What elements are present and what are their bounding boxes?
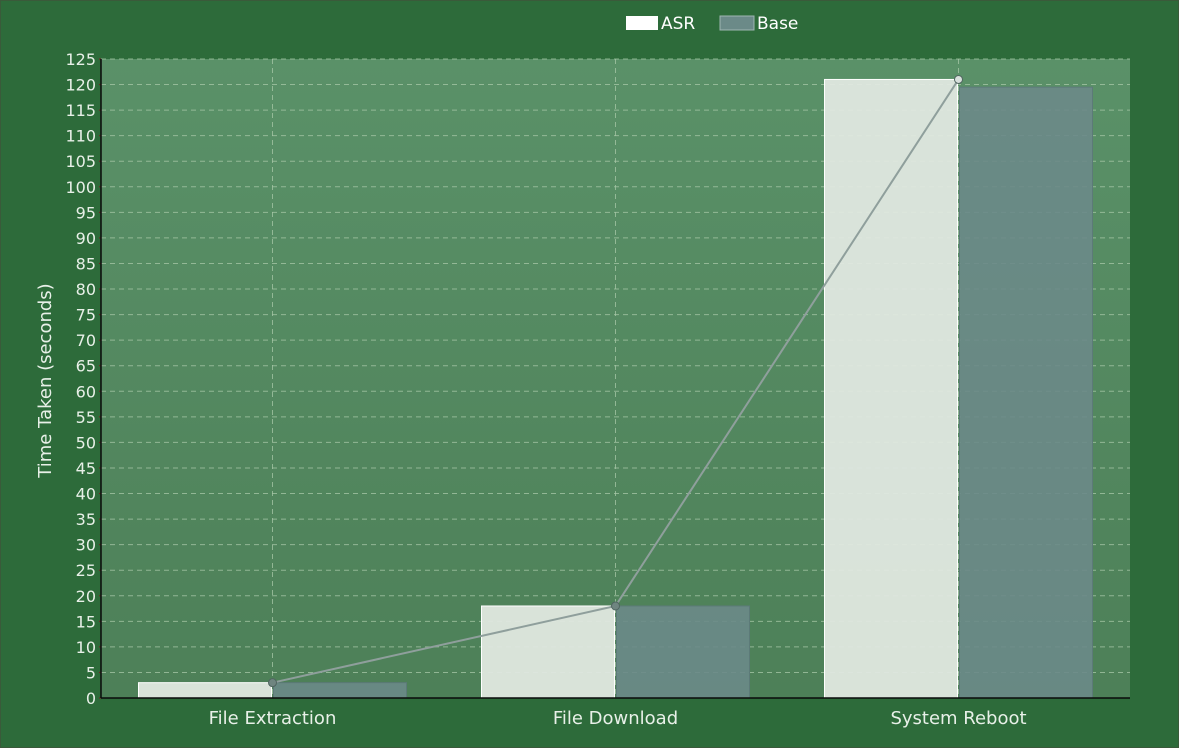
bar-base-2: [616, 605, 750, 699]
bar-base-1: [273, 682, 407, 699]
y-tick-label: 0: [86, 689, 96, 708]
y-tick-label: 80: [76, 280, 96, 299]
grid-lines: [101, 58, 1130, 698]
y-tick-label: 70: [76, 331, 96, 350]
y-tick-label: 10: [76, 638, 96, 657]
y-tick-label: 85: [76, 254, 96, 273]
y-tick-label: 120: [65, 76, 96, 95]
y-tick-label: 90: [76, 229, 96, 248]
overlay-line-point: [611, 601, 620, 611]
y-tick-label: 110: [65, 127, 96, 146]
x-tick-label: File Download: [553, 708, 678, 729]
overlay-line-point: [268, 678, 277, 688]
bar-asr-1: [138, 682, 272, 699]
y-tick-label: 75: [76, 306, 96, 325]
y-tick-label: 105: [65, 152, 96, 171]
y-tick-label: 50: [76, 433, 96, 452]
y-tick-label: 65: [76, 357, 96, 376]
overlay-line: [268, 74, 963, 688]
y-tick-labels: 0 5 10 15 20 25 30 35 40 45 50 55 60 65 70 75 80 85 90 95 10…: [65, 50, 96, 708]
y-tick-label: 5: [86, 663, 96, 682]
bar-asr-3: [824, 78, 958, 699]
legend-label-asr: ASR: [661, 14, 695, 34]
y-tick-label: 40: [76, 485, 96, 504]
y-tick-label: 15: [76, 612, 96, 631]
legend-swatch-asr: [626, 16, 658, 30]
y-tick-label: 125: [65, 50, 96, 69]
y-tick-label: 30: [76, 536, 96, 555]
legend[interactable]: ASR Base: [626, 14, 798, 34]
y-tick-label: 45: [76, 459, 96, 478]
x-tick-label: System Reboot: [890, 708, 1026, 729]
overlay-line-point: [954, 74, 963, 84]
y-tick-label: 100: [65, 178, 96, 197]
y-tick-label: 25: [76, 561, 96, 580]
y-axis-title: Time Taken (seconds): [35, 283, 56, 478]
legend-swatch-base: [719, 15, 755, 31]
bar-base-3: [959, 86, 1093, 699]
y-tick-label: 60: [76, 382, 96, 401]
y-tick-label: 95: [76, 203, 96, 222]
y-tick-label: 35: [76, 510, 96, 529]
axes: [99, 58, 1130, 699]
x-tick-label: File Extraction: [209, 708, 337, 729]
x-tick-labels: File Extraction File Download System Reboo…: [209, 708, 1027, 729]
legend-label-base: Base: [757, 14, 798, 34]
y-tick-label: 20: [76, 587, 96, 606]
y-tick-label: 55: [76, 408, 96, 427]
y-tick-label: 115: [65, 101, 96, 120]
bars: [138, 78, 1093, 699]
bar-asr-2: [481, 605, 615, 699]
